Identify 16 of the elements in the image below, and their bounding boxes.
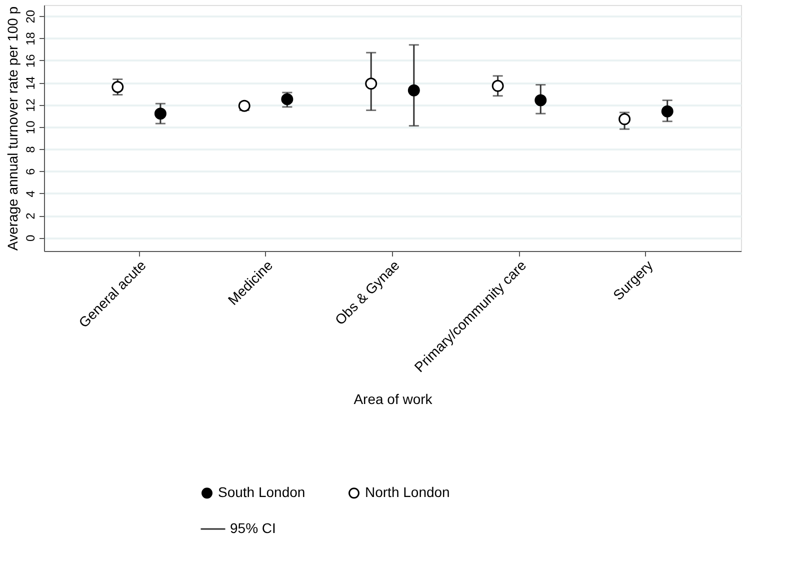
y-tick-label: 20 [24,10,38,24]
text: 95% CI [230,520,276,536]
y-tick-label: 8 [24,146,38,153]
x-axis-title: Area of work [354,391,434,408]
y-tick-label: 14 [24,76,38,90]
y-tick-label: 0 [24,234,38,242]
y-axis-title: Average annual turnover rate per 100 p [4,6,20,251]
y-tick-label: 18 [24,32,38,46]
y-tick-label: 12 [24,98,38,112]
legend-label: South London [218,484,306,500]
y-tick-label: 16 [24,54,38,68]
y-tick-label: 10 [24,120,38,134]
y-tick-label: 4 [24,190,38,198]
y-tick-label: 2 [24,212,38,220]
legend-label: North London [365,484,450,500]
y-tick-label: 6 [24,168,38,176]
